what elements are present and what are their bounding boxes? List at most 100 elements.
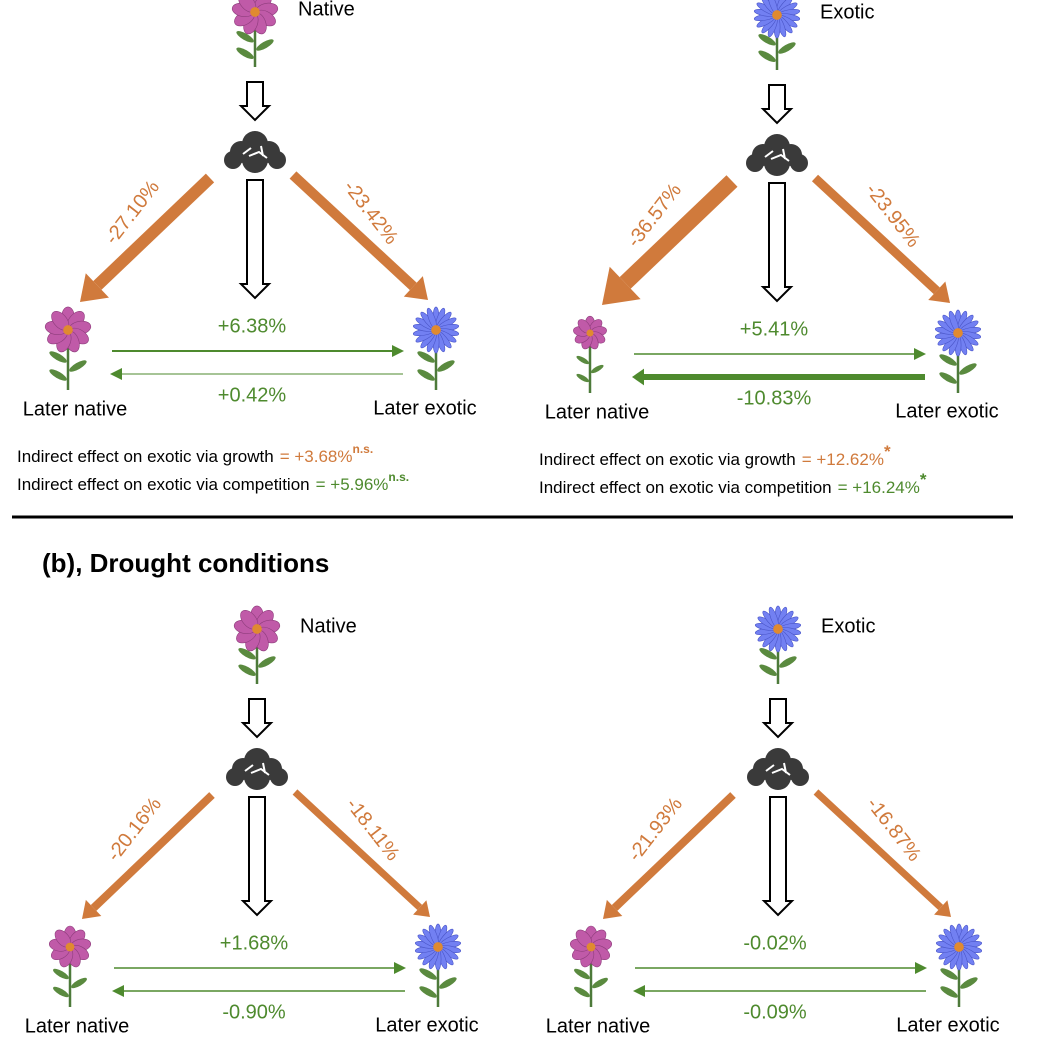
indirect-value: = +5.96% — [316, 475, 389, 494]
flower-icon — [569, 925, 613, 1007]
soil-blob — [226, 768, 244, 786]
effect-label: +0.42% — [218, 384, 287, 406]
source-label: Native — [300, 615, 357, 637]
node-label: Later exotic — [896, 1014, 999, 1036]
significance: n.s. — [388, 470, 409, 484]
leaf — [779, 656, 797, 668]
hollow-arrow — [240, 698, 274, 739]
indirect-value: = +16.24% — [838, 478, 920, 497]
arrow-head — [413, 900, 430, 917]
leaf — [574, 968, 590, 980]
indirect-effect: Indirect effect on exotic via competitio… — [17, 470, 409, 494]
arrow-head — [915, 962, 927, 974]
flower-icon — [934, 309, 982, 393]
node-label: Later exotic — [375, 1014, 478, 1036]
soil-blob — [268, 151, 286, 169]
flower-center — [433, 942, 443, 952]
flower-icon — [44, 306, 92, 390]
hollow-arrow — [761, 698, 795, 739]
flower-center — [773, 624, 783, 634]
flower-center — [250, 7, 260, 17]
effect-label: -10.83% — [737, 387, 812, 409]
flower-center — [63, 325, 73, 335]
arrow-head — [603, 899, 623, 919]
leaf — [238, 664, 256, 676]
significance: n.s. — [353, 442, 374, 456]
soil-icon — [224, 131, 286, 173]
flower-icon — [48, 925, 92, 1007]
source-label: Exotic — [821, 615, 875, 637]
soil-blob — [791, 768, 809, 786]
leaf — [71, 977, 87, 989]
flower-icon — [414, 923, 462, 1007]
leaf — [439, 977, 457, 989]
soil-icon — [746, 134, 808, 176]
leaf — [576, 355, 590, 365]
flower-center — [586, 942, 596, 952]
indirect-effect: Indirect effect on exotic via growth = +1… — [539, 442, 891, 469]
source-label: Exotic — [820, 1, 874, 23]
significance: * — [884, 442, 891, 461]
indirect-effect: Indirect effect on exotic via competitio… — [539, 470, 927, 497]
soil-icon — [747, 748, 809, 790]
indirect-label: Indirect effect on exotic via growth — [539, 450, 796, 469]
leaf — [940, 986, 958, 998]
leaf — [417, 351, 435, 363]
flower-icon — [412, 306, 460, 390]
indirect-label: Indirect effect on exotic via competitio… — [17, 475, 310, 494]
hollow-arrow — [760, 84, 794, 125]
hollow-arrow — [240, 796, 274, 917]
leaf — [759, 648, 777, 660]
significance: * — [920, 470, 927, 489]
arrow-head — [632, 368, 644, 386]
effect-label: -20.16% — [103, 793, 166, 865]
leaf — [758, 50, 776, 62]
leaf — [960, 977, 978, 989]
leaf — [939, 354, 957, 366]
arrow-shaft — [289, 171, 417, 291]
effect-label: +6.38% — [218, 315, 287, 337]
leaf — [590, 364, 604, 374]
arrow-head — [602, 266, 641, 305]
flower-icon — [231, 0, 279, 67]
hollow-arrow — [238, 179, 272, 300]
arrow-head — [934, 900, 951, 917]
leaf — [69, 360, 87, 372]
leaf — [49, 351, 67, 363]
flower-icon — [754, 605, 802, 684]
hollow-arrow — [238, 81, 272, 122]
soil-blob — [270, 768, 288, 786]
leaf — [238, 648, 256, 660]
leaf — [258, 656, 276, 668]
leaf — [256, 39, 274, 51]
arrow-head — [110, 368, 122, 380]
flower-center — [953, 328, 963, 338]
arrow-shaft — [93, 173, 215, 290]
leaf — [959, 363, 977, 375]
microbe-glyph — [244, 762, 270, 776]
flower-center — [954, 942, 964, 952]
leaf — [576, 373, 590, 383]
flower-icon — [753, 0, 801, 70]
leaf — [940, 968, 958, 980]
flower-center — [65, 942, 75, 952]
soil-blob — [747, 768, 765, 786]
leaf — [592, 977, 608, 989]
flower-icon — [233, 605, 281, 684]
arrow-shaft — [292, 789, 423, 911]
indirect-label: Indirect effect on exotic via growth — [17, 447, 274, 466]
arrow-head — [633, 985, 645, 997]
soil-blob — [790, 154, 808, 172]
section-title: (b), Drought conditions — [42, 548, 329, 578]
node-label: Later native — [25, 1015, 130, 1037]
leaf — [574, 986, 590, 998]
effect-label: -0.09% — [743, 1001, 807, 1023]
effect-label: -0.90% — [222, 1001, 286, 1023]
hollow-arrow — [761, 796, 795, 917]
arrow-head — [80, 273, 109, 302]
effect-label: -21.93% — [624, 793, 687, 865]
flower-icon — [935, 923, 983, 1007]
leaf — [236, 31, 254, 43]
hollow-arrow — [760, 182, 794, 303]
